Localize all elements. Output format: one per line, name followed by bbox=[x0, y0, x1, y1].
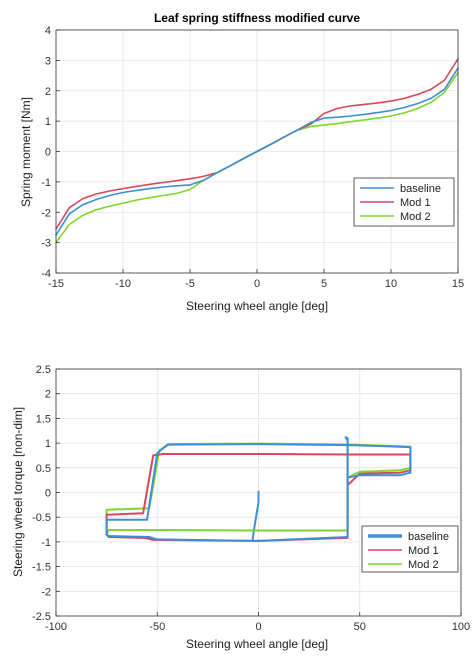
bottom-xlabel: Steering wheel angle [deg] bbox=[186, 637, 328, 651]
bottom-ytick-label: -0.5 bbox=[32, 512, 51, 524]
bottom-xtick-label: 0 bbox=[255, 621, 261, 633]
chart-bottom: -100 -50 0 50 100 -2.5 -2 -1.5 -1 -0.5 0 0.5 1 1.5 2 2.… bbox=[11, 364, 470, 651]
top-series bbox=[55, 58, 459, 244]
top-ytick-label: 3 bbox=[45, 55, 51, 67]
bottom-ytick-label: -2.5 bbox=[32, 611, 51, 623]
top-ylabel: Spring moment [Nm] bbox=[19, 97, 33, 207]
top-xtick-label: -15 bbox=[48, 278, 64, 290]
top-xtick-label: 0 bbox=[254, 278, 260, 290]
top-xtick-label: -5 bbox=[185, 278, 195, 290]
top-ytick-label: 4 bbox=[45, 25, 51, 37]
bottom-series-baseline-line bbox=[105, 436, 412, 542]
bottom-legend-label: Mod 1 bbox=[408, 545, 439, 557]
bottom-ytick-label: 0.5 bbox=[36, 463, 51, 475]
bottom-series-extra-line bbox=[251, 490, 260, 542]
bottom-ytick-label: 2.5 bbox=[36, 364, 51, 376]
bottom-xtick-label: 50 bbox=[354, 621, 366, 633]
top-ytick-label: 2 bbox=[45, 86, 51, 98]
bottom-xtick-label: 100 bbox=[452, 621, 470, 633]
top-xtick-label: 5 bbox=[321, 278, 327, 290]
bottom-ylabel: Steering wheel torque [non-dim] bbox=[11, 407, 25, 577]
top-title: Leaf spring stiffness modified curve bbox=[154, 11, 360, 25]
top-ytick-label: -2 bbox=[41, 207, 51, 219]
bottom-series bbox=[105, 436, 412, 542]
top-legend: baseline Mod 1 Mod 2 bbox=[353, 177, 455, 227]
bottom-xtick-label: -100 bbox=[45, 621, 67, 633]
top-xlabel: Steering wheel angle [deg] bbox=[186, 299, 328, 313]
bottom-ytick-label: 0 bbox=[45, 488, 51, 500]
top-ytick-label: 1 bbox=[45, 116, 51, 128]
top-xtick-label: 10 bbox=[385, 278, 397, 290]
top-xtick-label: 15 bbox=[452, 278, 464, 290]
top-ytick-label: 0 bbox=[45, 147, 51, 159]
top-ytick-label: -4 bbox=[41, 268, 51, 280]
top-ytick-label: -3 bbox=[41, 238, 51, 250]
bottom-series-mod-1-line bbox=[105, 444, 412, 542]
bottom-xtick-label: -50 bbox=[149, 621, 165, 633]
bottom-ytick-label: -1 bbox=[41, 537, 51, 549]
top-series-baseline-line bbox=[55, 67, 459, 236]
bottom-ytick-label: 1 bbox=[45, 438, 51, 450]
top-xtick-label: -10 bbox=[115, 278, 131, 290]
bottom-ytick-label: 2 bbox=[45, 389, 51, 401]
bottom-ytick-label: -2 bbox=[41, 586, 51, 598]
bottom-ytick-label: 1.5 bbox=[36, 413, 51, 425]
bottom-legend-label: baseline bbox=[408, 531, 449, 543]
top-legend-label: baseline bbox=[400, 183, 441, 195]
bottom-legend: baseline Mod 1 Mod 2 bbox=[361, 525, 459, 573]
top-legend-label: Mod 2 bbox=[400, 211, 431, 223]
top-ytick-label: -1 bbox=[41, 177, 51, 189]
bottom-legend-label: Mod 2 bbox=[408, 559, 439, 571]
bottom-ticks: -100 -50 0 50 100 -2.5 -2 -1.5 -1 -0.5 0 0.5 1 1.5 2 2.… bbox=[32, 364, 470, 633]
bottom-ytick-label: -1.5 bbox=[32, 562, 51, 574]
top-legend-label: Mod 1 bbox=[400, 197, 431, 209]
